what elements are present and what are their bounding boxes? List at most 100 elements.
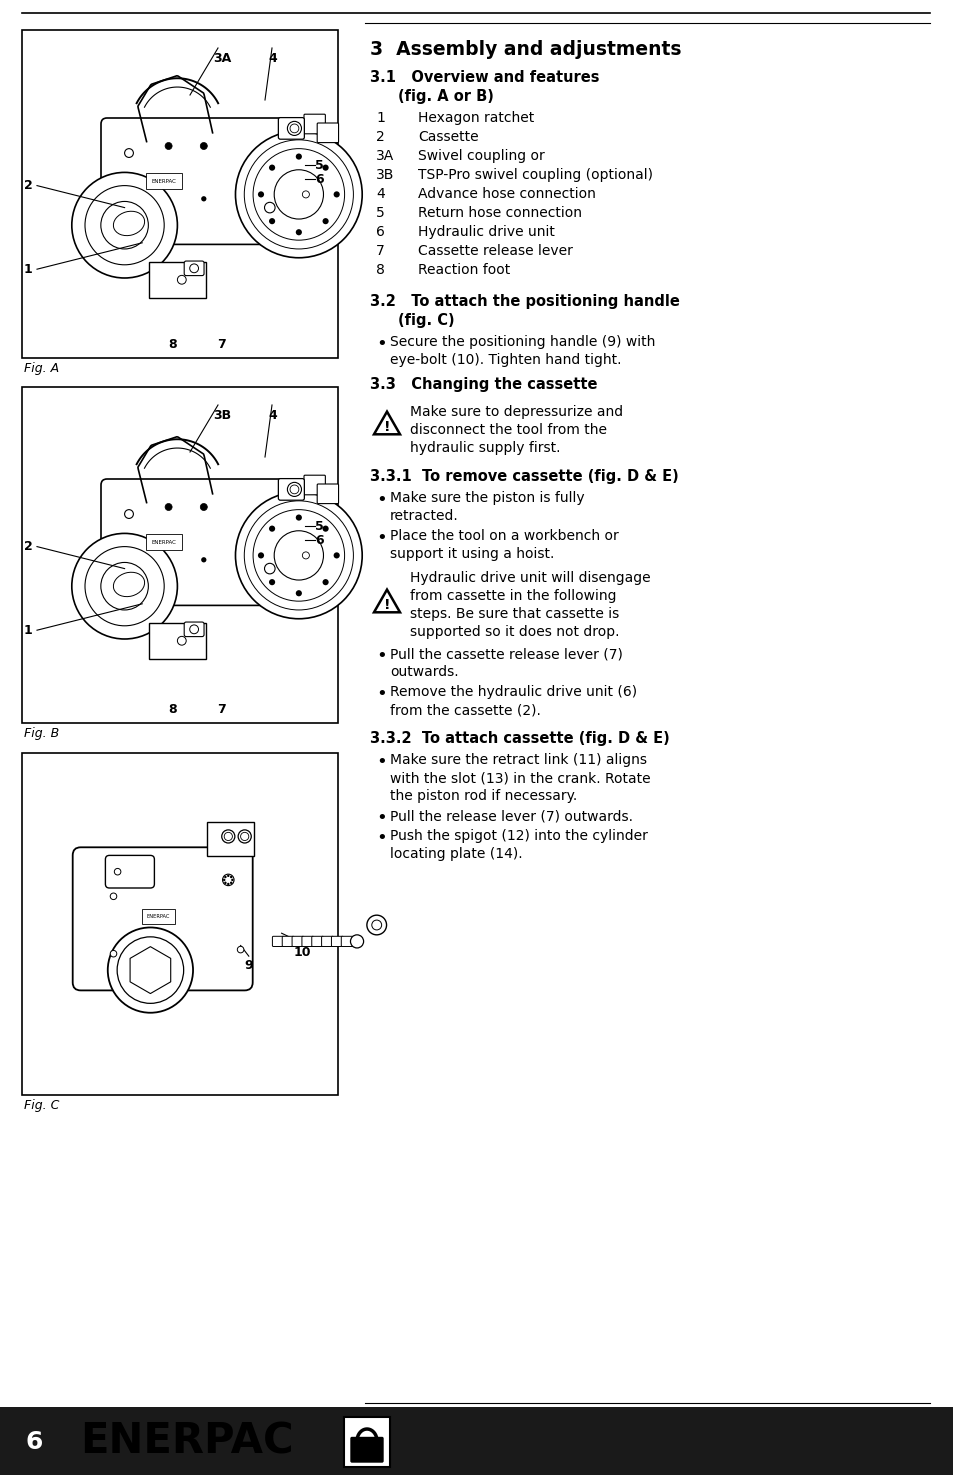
Circle shape [108,928,193,1013]
Text: •: • [375,754,386,771]
Circle shape [200,143,207,149]
Circle shape [165,143,172,149]
Circle shape [295,153,301,159]
Circle shape [235,131,362,258]
Text: •: • [375,808,386,827]
FancyBboxPatch shape [304,114,325,134]
Text: Hydraulic drive unit: Hydraulic drive unit [417,226,555,239]
Circle shape [222,875,233,885]
Circle shape [295,229,301,236]
Circle shape [71,173,177,277]
FancyBboxPatch shape [72,847,253,990]
FancyBboxPatch shape [282,937,294,947]
Circle shape [269,525,274,531]
Text: 3B: 3B [375,168,394,181]
Circle shape [253,149,344,240]
Circle shape [85,186,164,266]
Text: (fig. A or B): (fig. A or B) [397,88,494,105]
Circle shape [111,892,116,900]
Text: with the slot (13) in the crank. Rotate: with the slot (13) in the crank. Rotate [390,771,650,785]
Text: (fig. C): (fig. C) [397,313,455,327]
Polygon shape [374,412,399,434]
FancyBboxPatch shape [321,937,334,947]
Circle shape [269,165,274,171]
Circle shape [227,875,230,878]
Text: 6: 6 [375,226,384,239]
Text: the piston rod if necessary.: the piston rod if necessary. [390,789,577,802]
Ellipse shape [113,572,145,596]
Circle shape [264,563,274,574]
Circle shape [322,580,329,586]
Text: 4: 4 [268,409,276,422]
Circle shape [230,876,233,878]
Ellipse shape [113,211,145,236]
Text: retracted.: retracted. [390,509,458,524]
Polygon shape [130,947,171,994]
FancyBboxPatch shape [341,937,353,947]
Circle shape [111,950,116,957]
Text: ENERPAC: ENERPAC [147,914,170,919]
Text: Fig. B: Fig. B [24,727,59,740]
Circle shape [190,264,198,273]
Circle shape [367,914,386,935]
Text: Make sure the retract link (11) aligns: Make sure the retract link (11) aligns [390,754,646,767]
Text: Cassette release lever: Cassette release lever [417,243,572,258]
Circle shape [287,121,301,136]
Circle shape [101,202,149,249]
Text: 3.3.2  To attach cassette (fig. D & E): 3.3.2 To attach cassette (fig. D & E) [370,732,669,746]
Text: 3A: 3A [213,52,231,65]
Text: support it using a hoist.: support it using a hoist. [390,547,554,560]
Text: •: • [375,648,386,665]
Circle shape [295,515,301,521]
Text: Pull the release lever (7) outwards.: Pull the release lever (7) outwards. [390,808,633,823]
Text: 4: 4 [268,52,276,65]
Text: Pull the cassette release lever (7): Pull the cassette release lever (7) [390,648,622,661]
Text: 3A: 3A [375,149,394,164]
Text: 2: 2 [24,540,32,553]
Text: Return hose connection: Return hose connection [417,207,581,220]
Circle shape [200,503,207,510]
Text: Push the spigot (12) into the cylinder: Push the spigot (12) into the cylinder [390,829,647,844]
Text: Make sure to depressurize and: Make sure to depressurize and [410,406,622,419]
Text: steps. Be sure that cassette is: steps. Be sure that cassette is [410,608,618,621]
Text: 7: 7 [216,704,226,715]
Circle shape [101,562,149,611]
Circle shape [334,552,339,559]
Text: 3.3   Changing the cassette: 3.3 Changing the cassette [370,378,597,392]
Circle shape [322,218,329,224]
Text: 5: 5 [375,207,384,220]
Text: ENERPAC: ENERPAC [80,1420,294,1463]
Text: 8: 8 [375,263,384,277]
Circle shape [302,190,309,198]
Circle shape [295,590,301,596]
Circle shape [165,503,172,510]
Circle shape [224,882,227,884]
Circle shape [114,869,121,875]
Text: locating plate (14).: locating plate (14). [390,847,522,861]
FancyBboxPatch shape [22,30,337,358]
Text: •: • [375,829,386,847]
Circle shape [231,879,233,881]
FancyBboxPatch shape [22,386,337,723]
Text: disconnect the tool from the: disconnect the tool from the [410,423,606,437]
FancyBboxPatch shape [8,1415,60,1469]
Text: 3  Assembly and adjustments: 3 Assembly and adjustments [370,40,680,59]
FancyBboxPatch shape [0,1407,953,1475]
Circle shape [227,882,230,885]
Text: eye-bolt (10). Tighten hand tight.: eye-bolt (10). Tighten hand tight. [390,353,620,367]
Text: 3B: 3B [213,409,231,422]
Circle shape [257,192,264,198]
Circle shape [221,830,234,844]
Circle shape [224,876,227,878]
Circle shape [240,832,249,841]
Text: from cassette in the following: from cassette in the following [410,589,616,603]
Circle shape [290,124,298,133]
FancyBboxPatch shape [301,937,314,947]
FancyBboxPatch shape [22,754,337,1094]
Text: 8: 8 [169,704,177,715]
Circle shape [244,140,353,249]
Circle shape [85,547,164,625]
Text: 4: 4 [375,187,384,201]
Text: 7: 7 [375,243,384,258]
FancyBboxPatch shape [184,261,204,276]
